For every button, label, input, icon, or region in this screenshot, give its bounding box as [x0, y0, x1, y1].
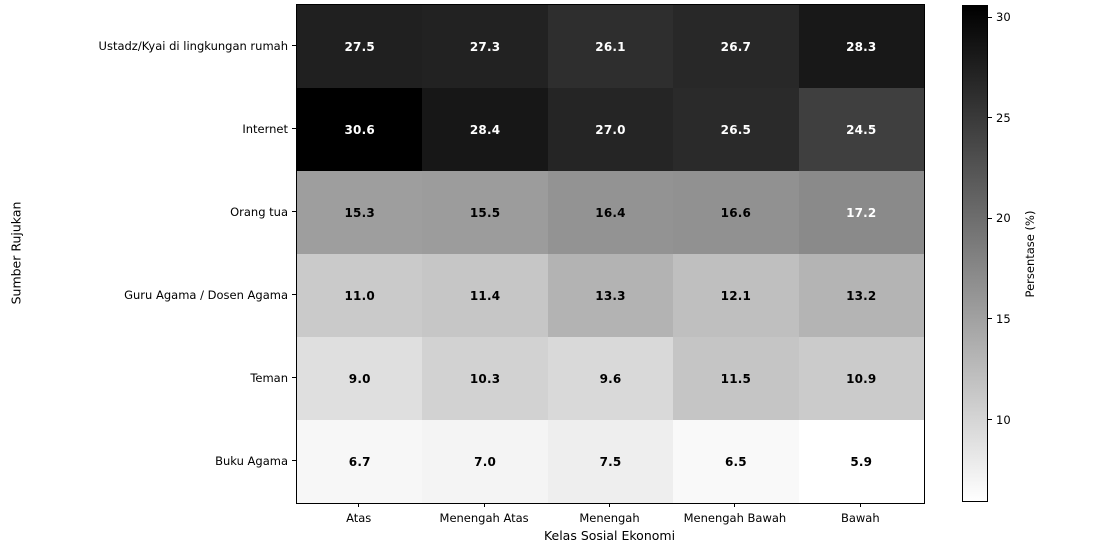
x-tick-label: Atas [346, 511, 372, 525]
y-tick-label: Teman [250, 370, 288, 385]
x-tick-label: Menengah Atas [439, 511, 529, 525]
y-tick-label: Internet [242, 121, 288, 136]
y-tick-mark [292, 377, 296, 378]
heatmap-cell: 10.9 [798, 337, 924, 420]
x-tick-mark [859, 503, 861, 507]
y-tick-label: Guru Agama / Dosen Agama [124, 287, 288, 302]
heatmap-cell: 16.6 [673, 171, 799, 254]
heatmap-grid: 27.5 27.3 26.1 26.7 28.3 30.6 28.4 27.0 26.5 24.5… [296, 4, 925, 504]
heatmap-cell: 7.5 [547, 420, 674, 503]
heatmap-cell: 15.3 [297, 171, 423, 254]
heatmap-cell: 9.6 [547, 337, 674, 420]
heatmap-cell: 17.2 [798, 171, 924, 254]
heatmap-cell: 26.1 [547, 5, 674, 88]
x-tick-mark [609, 503, 610, 507]
heatmap-cell: 27.3 [422, 5, 548, 88]
heatmap-cell: 11.0 [297, 254, 423, 337]
heatmap-cell: 13.3 [547, 254, 674, 337]
y-tick-mark [292, 45, 296, 46]
x-tick-label: Menengah Bawah [683, 511, 787, 525]
y-tick-mark [292, 460, 296, 461]
heatmap-cell: 16.4 [547, 171, 674, 254]
heatmap-cell: 15.5 [422, 171, 548, 254]
colorbar-tick-label: 25 [996, 110, 1011, 125]
x-tick-label: Bawah [840, 511, 880, 525]
heatmap-cell: 26.5 [673, 88, 799, 171]
heatmap-cell: 13.2 [798, 254, 924, 337]
heatmap-cell: 9.0 [297, 337, 423, 420]
heatmap-cell: 30.6 [297, 88, 423, 171]
y-tick-label: Buku Agama [215, 453, 288, 468]
heatmap-cell: 11.4 [422, 254, 548, 337]
heatmap-cell: 26.7 [673, 5, 799, 88]
heatmap-cell: 11.5 [673, 337, 799, 420]
colorbar-tick-label: 30 [996, 10, 1011, 25]
x-tick-mark [358, 503, 360, 507]
colorbar-tick-mark [988, 16, 992, 18]
x-tick-mark [483, 503, 485, 507]
heatmap-cell: 6.5 [673, 420, 799, 503]
x-axis-title: Kelas Sosial Ekonomi [543, 528, 676, 543]
colorbar-tick-label: 15 [996, 311, 1011, 326]
y-tick-mark [292, 211, 296, 212]
y-tick-label: Ustadz/Kyai di lingkungan rumah [98, 38, 288, 53]
heatmap-cell: 5.9 [798, 420, 924, 503]
heatmap-cell: 12.1 [673, 254, 799, 337]
y-tick-label: Orang tua [230, 204, 288, 219]
colorbar-tick-mark [988, 318, 992, 320]
heatmap-cell: 10.3 [422, 337, 548, 420]
colorbar-tick-mark [988, 117, 992, 119]
heatmap-cell: 27.0 [547, 88, 674, 171]
x-tick-mark [734, 503, 736, 507]
heatmap-cell: 24.5 [798, 88, 924, 171]
y-axis-title: Sumber Rujukan [8, 201, 24, 305]
heatmap-cell: 6.7 [297, 420, 423, 503]
colorbar-tick-mark [988, 217, 992, 219]
colorbar-gradient [962, 5, 988, 502]
colorbar-tick-label: 10 [996, 412, 1011, 427]
x-tick-label: Menengah [579, 511, 640, 525]
colorbar-title: Persentase (%) [1023, 210, 1037, 297]
colorbar-tick-label: 20 [996, 211, 1011, 226]
colorbar-tick-mark [988, 419, 992, 420]
y-tick-mark [292, 128, 296, 129]
heatmap-cell: 28.4 [422, 88, 548, 171]
heatmap-cell: 28.3 [798, 5, 924, 88]
heatmap-cell: 27.5 [297, 5, 423, 88]
y-tick-mark [292, 294, 296, 295]
heatmap-cell: 7.0 [422, 420, 548, 503]
